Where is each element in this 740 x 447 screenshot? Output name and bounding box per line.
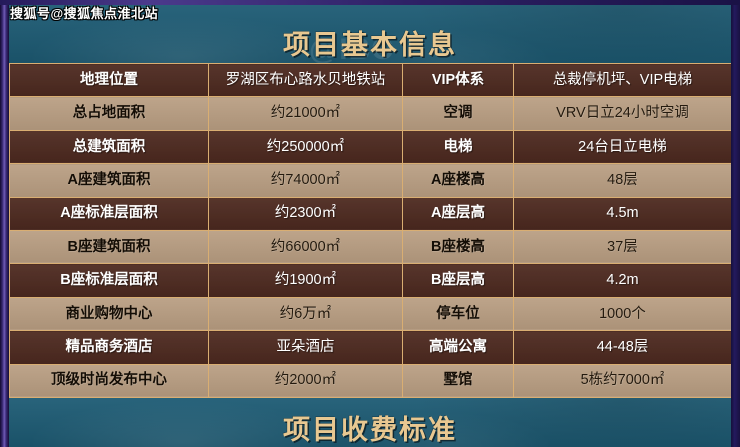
page-title: 项目基本信息 <box>283 30 457 60</box>
table-row: 顶级时尚发布中心 约2000㎡ 墅馆 5栋约7000㎡ <box>9 363 732 399</box>
row-value-left: 约2000㎡ <box>208 363 403 399</box>
row-label-left: A座标准层面积 <box>9 196 209 231</box>
page-edge-top <box>0 0 740 5</box>
row-label-right: VIP体系 <box>402 62 514 98</box>
row-value-right: 总裁停机坪、VIP电梯 <box>513 62 732 98</box>
section-title-fees: 项目收费标准 <box>283 415 457 445</box>
footer-banner: 项目收费标准 <box>9 398 731 447</box>
row-label-right: B座楼高 <box>402 229 514 265</box>
row-label-right: 空调 <box>402 96 514 131</box>
row-value-left: 罗湖区布心路水贝地铁站 <box>208 62 403 98</box>
row-label-right: 墅馆 <box>402 363 514 399</box>
row-label-left: 顶级时尚发布中心 <box>9 363 209 399</box>
table-row: 商业购物中心 约6万㎡ 停车位 1000个 <box>9 296 732 332</box>
table-row: A座建筑面积 约74000㎡ A座楼高 48层 <box>9 163 732 198</box>
row-value-right: 24台日立电梯 <box>513 129 732 165</box>
row-value-left: 约6万㎡ <box>208 296 403 332</box>
project-info-table: 地理位置 罗湖区布心路水贝地铁站 VIP体系 总裁停机坪、VIP电梯 总占地面积 约210… <box>9 62 732 399</box>
row-value-left: 约74000㎡ <box>208 163 403 198</box>
row-value-right: 48层 <box>513 163 732 198</box>
row-value-left: 约2300㎡ <box>208 196 403 231</box>
row-value-left: 约250000㎡ <box>208 129 403 165</box>
row-label-right: A座层高 <box>402 196 514 231</box>
table-row: B座建筑面积 约66000㎡ B座楼高 37层 <box>9 229 732 265</box>
table-row: 精品商务酒店 亚朵酒店 高端公寓 44-48层 <box>9 330 732 365</box>
table-row: A座标准层面积 约2300㎡ A座层高 4.5m <box>9 196 732 231</box>
table-row: 总占地面积 约21000㎡ 空调 VRV日立24小时空调 <box>9 96 732 131</box>
project-info-table-wrap: 地理位置 罗湖区布心路水贝地铁站 VIP体系 总裁停机坪、VIP电梯 总占地面积 约210… <box>9 62 732 399</box>
row-value-left: 约21000㎡ <box>208 96 403 131</box>
project-info-table-body: 地理位置 罗湖区布心路水贝地铁站 VIP体系 总裁停机坪、VIP电梯 总占地面积 约210… <box>9 62 732 399</box>
row-label-right: 高端公寓 <box>402 330 514 365</box>
row-label-right: B座层高 <box>402 263 514 298</box>
row-label-left: 商业购物中心 <box>9 296 209 332</box>
page-edge-right <box>731 0 740 447</box>
table-row: 总建筑面积 约250000㎡ 电梯 24台日立电梯 <box>9 129 732 165</box>
table-row: 地理位置 罗湖区布心路水贝地铁站 VIP体系 总裁停机坪、VIP电梯 <box>9 62 732 98</box>
row-label-left: 总占地面积 <box>9 96 209 131</box>
row-label-right: 停车位 <box>402 296 514 332</box>
header-banner: @IBC 项目基本信息 <box>9 5 731 63</box>
row-value-right: 5栋约7000㎡ <box>513 363 732 399</box>
row-label-right: 电梯 <box>402 129 514 165</box>
row-label-left: 总建筑面积 <box>9 129 209 165</box>
table-row: B座标准层面积 约1900㎡ B座层高 4.2m <box>9 263 732 298</box>
row-value-right: 37层 <box>513 229 732 265</box>
row-value-left: 亚朵酒店 <box>208 330 403 365</box>
row-label-left: 地理位置 <box>9 62 209 98</box>
row-label-left: 精品商务酒店 <box>9 330 209 365</box>
row-label-right: A座楼高 <box>402 163 514 198</box>
row-value-left: 约1900㎡ <box>208 263 403 298</box>
sohu-watermark: 搜狐号@搜狐焦点淮北站 <box>10 6 159 21</box>
row-value-left: 约66000㎡ <box>208 229 403 265</box>
row-value-right: 44-48层 <box>513 330 732 365</box>
row-label-left: B座标准层面积 <box>9 263 209 298</box>
row-label-left: B座建筑面积 <box>9 229 209 265</box>
row-label-left: A座建筑面积 <box>9 163 209 198</box>
page-edge-left <box>0 0 9 447</box>
row-value-right: 1000个 <box>513 296 732 332</box>
row-value-right: 4.5m <box>513 196 732 231</box>
row-value-right: VRV日立24小时空调 <box>513 96 732 131</box>
row-value-right: 4.2m <box>513 263 732 298</box>
